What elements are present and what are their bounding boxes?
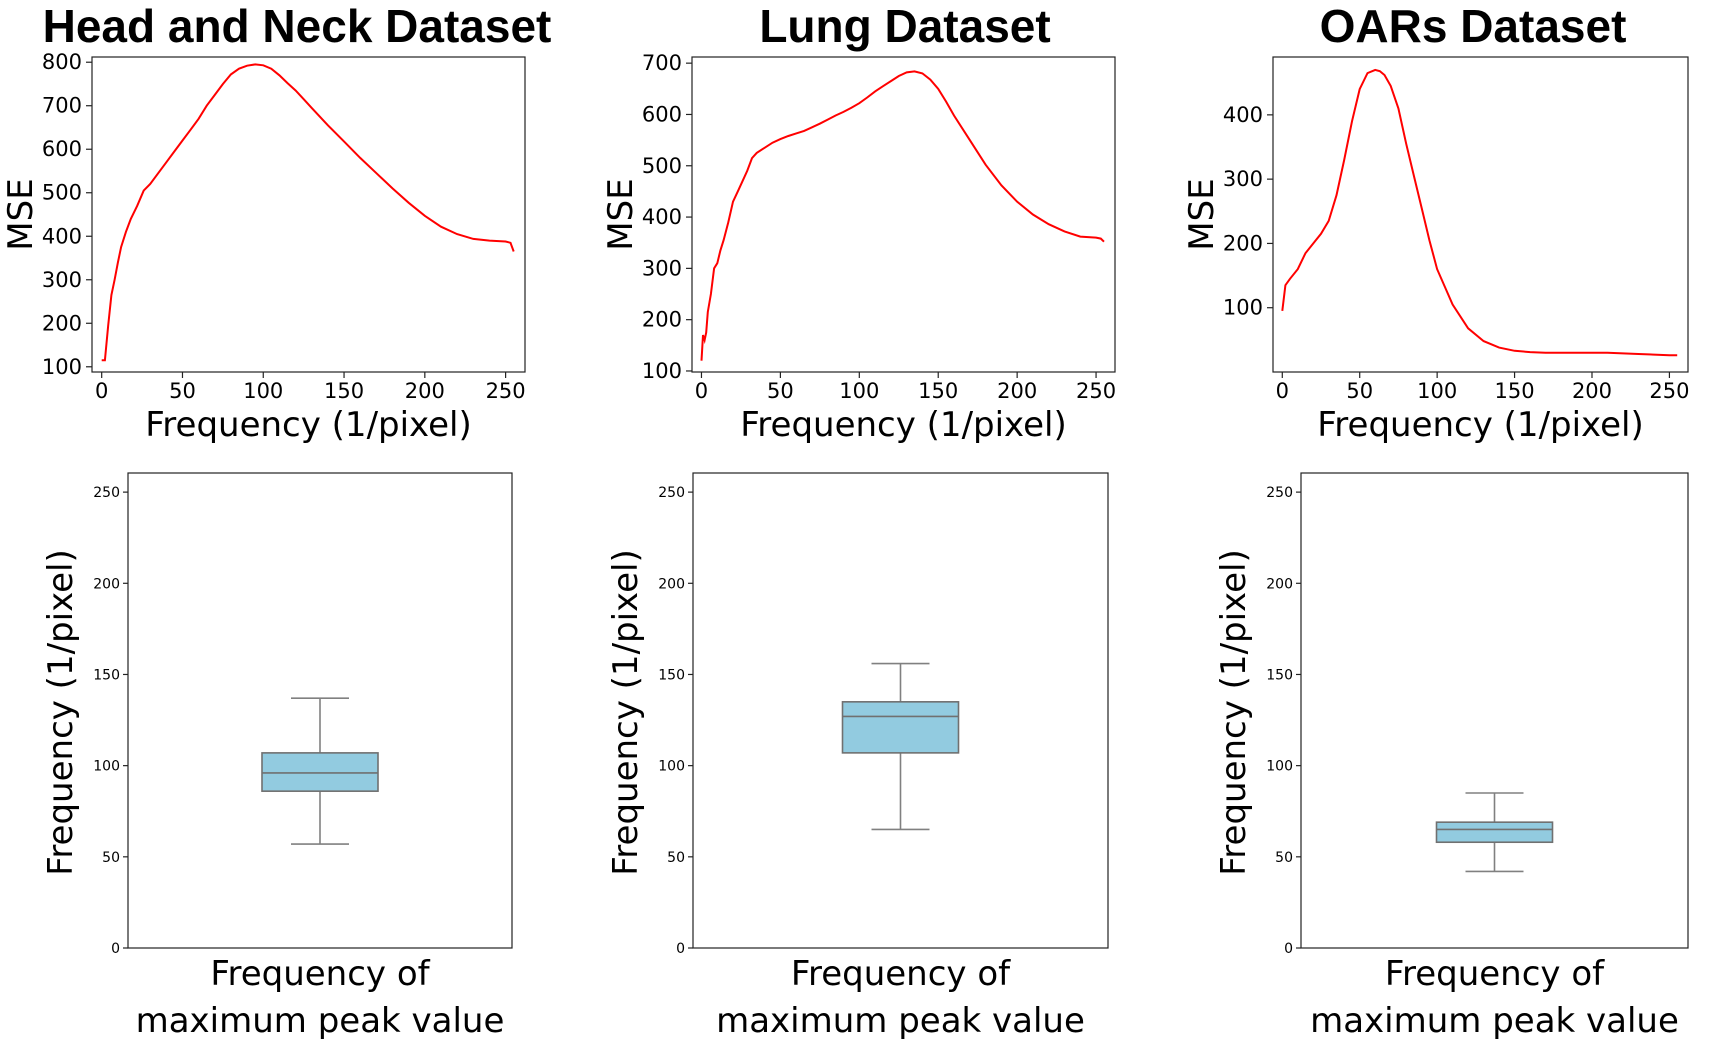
y-tick-label: 50 <box>667 850 685 866</box>
box-panel-lung: 0 50 100 150 200 250 Frequency of maximum peak … <box>606 472 1109 1040</box>
y-tick-label: 600 <box>642 102 682 126</box>
y-tick-label: 700 <box>642 51 682 75</box>
y-tick-label: 400 <box>42 224 82 248</box>
box-panel-head-and-neck: 0 50 100 150 200 250 Frequency of maximum peak … <box>41 472 513 1040</box>
plot-frame <box>1272 56 1689 373</box>
y-tick-label: 150 <box>1266 667 1293 683</box>
x-axis-label: Frequency (1/pixel) <box>1317 405 1644 445</box>
iqr-box <box>841 701 960 754</box>
y-tick-label: 50 <box>102 850 120 866</box>
y-tick-label: 0 <box>676 941 685 957</box>
y-tick-label: 500 <box>642 154 682 178</box>
x-tick-label: 100 <box>243 379 283 403</box>
x-axis-label-line-2: maximum peak value <box>1310 1001 1679 1040</box>
chart-title: Lung Dataset <box>759 0 1050 52</box>
y-tick-label: 50 <box>1275 850 1293 866</box>
x-tick-label: 250 <box>486 379 526 403</box>
x-tick-label: 250 <box>1649 379 1689 403</box>
y-tick-label: 0 <box>1284 941 1293 957</box>
y-tick-label: 300 <box>42 268 82 292</box>
x-axis-label-line-2: maximum peak value <box>136 1001 505 1040</box>
iqr-box <box>1435 821 1554 844</box>
iqr-box <box>261 752 379 792</box>
x-tick-label: 250 <box>1076 379 1116 403</box>
y-tick-label: 300 <box>1223 167 1263 191</box>
x-tick-label: 100 <box>1417 379 1457 403</box>
x-axis-label-line-1: Frequency of <box>210 954 430 994</box>
x-tick-label: 50 <box>169 379 196 403</box>
y-tick-label: 100 <box>93 759 120 775</box>
x-tick-label: 0 <box>695 379 708 403</box>
y-axis-label: MSE <box>1182 178 1222 250</box>
y-tick-label: 100 <box>1266 759 1293 775</box>
y-tick-label: 400 <box>642 205 682 229</box>
y-tick-label: 250 <box>93 485 120 501</box>
y-axis-label: Frequency (1/pixel) <box>1214 549 1254 876</box>
y-tick-label: 250 <box>1266 485 1293 501</box>
y-tick-label: 600 <box>42 137 82 161</box>
x-axis-label-line-2: maximum peak value <box>716 1001 1085 1040</box>
y-tick-label: 200 <box>42 311 82 335</box>
series-line-mse <box>700 70 1105 361</box>
x-tick-label: 0 <box>1276 379 1289 403</box>
x-axis-label-line-1: Frequency of <box>1385 954 1605 994</box>
x-tick-label: 150 <box>324 379 364 403</box>
y-tick-label: 200 <box>1266 576 1293 592</box>
y-tick-label: 700 <box>42 94 82 118</box>
plot-frame <box>1300 472 1689 949</box>
x-axis-label: Frequency (1/pixel) <box>740 405 1067 445</box>
x-axis-label: Frequency (1/pixel) <box>145 405 472 445</box>
y-tick-label: 0 <box>111 941 120 957</box>
x-tick-label: 150 <box>918 379 958 403</box>
y-tick-label: 150 <box>658 667 685 683</box>
x-tick-label: 200 <box>997 379 1037 403</box>
y-tick-label: 400 <box>1223 103 1263 127</box>
y-tick-label: 200 <box>658 576 685 592</box>
y-tick-label: 200 <box>93 576 120 592</box>
y-tick-label: 200 <box>1223 231 1263 255</box>
y-axis-label: MSE <box>1 178 41 250</box>
plot-frame <box>91 56 526 373</box>
y-tick-label: 150 <box>93 667 120 683</box>
line-panel-head-and-neck: Head and Neck Dataset 0 50 100 150 200 250 100 2… <box>1 0 551 445</box>
series-line-mse <box>101 63 515 362</box>
plot-frame <box>691 56 1116 373</box>
y-tick-label: 250 <box>658 485 685 501</box>
y-tick-label: 200 <box>642 308 682 332</box>
x-tick-label: 200 <box>405 379 445 403</box>
plot-frame <box>127 472 513 949</box>
x-tick-label: 50 <box>1346 379 1373 403</box>
line-panel-oars: OARs Dataset 0 50 100 150 200 250 100 200 300 400 F… <box>1182 0 1689 445</box>
y-axis-label: Frequency (1/pixel) <box>41 549 81 876</box>
y-axis-label: Frequency (1/pixel) <box>606 549 646 876</box>
line-panel-lung: Lung Dataset 0 50 100 150 200 250 100 200 300 400 5… <box>601 0 1116 445</box>
x-tick-label: 50 <box>767 379 794 403</box>
y-tick-label: 100 <box>642 359 682 383</box>
y-tick-label: 100 <box>1223 296 1263 320</box>
chart-title: Head and Neck Dataset <box>43 0 552 52</box>
y-tick-label: 100 <box>42 355 82 379</box>
y-tick-label: 300 <box>642 256 682 280</box>
y-tick-label: 500 <box>42 181 82 205</box>
y-tick-label: 100 <box>658 759 685 775</box>
x-tick-label: 200 <box>1572 379 1612 403</box>
plot-frame <box>692 472 1109 949</box>
x-axis-label-line-1: Frequency of <box>791 954 1011 994</box>
y-axis-label: MSE <box>601 178 641 250</box>
x-tick-label: 0 <box>95 379 108 403</box>
x-tick-label: 100 <box>839 379 879 403</box>
x-tick-label: 150 <box>1495 379 1535 403</box>
series-line-mse <box>1281 68 1678 357</box>
chart-title: OARs Dataset <box>1320 0 1627 52</box>
y-tick-label: 800 <box>42 50 82 74</box>
box-panel-oars: 0 50 100 150 200 250 Frequency of maximum peak … <box>1214 472 1689 1040</box>
